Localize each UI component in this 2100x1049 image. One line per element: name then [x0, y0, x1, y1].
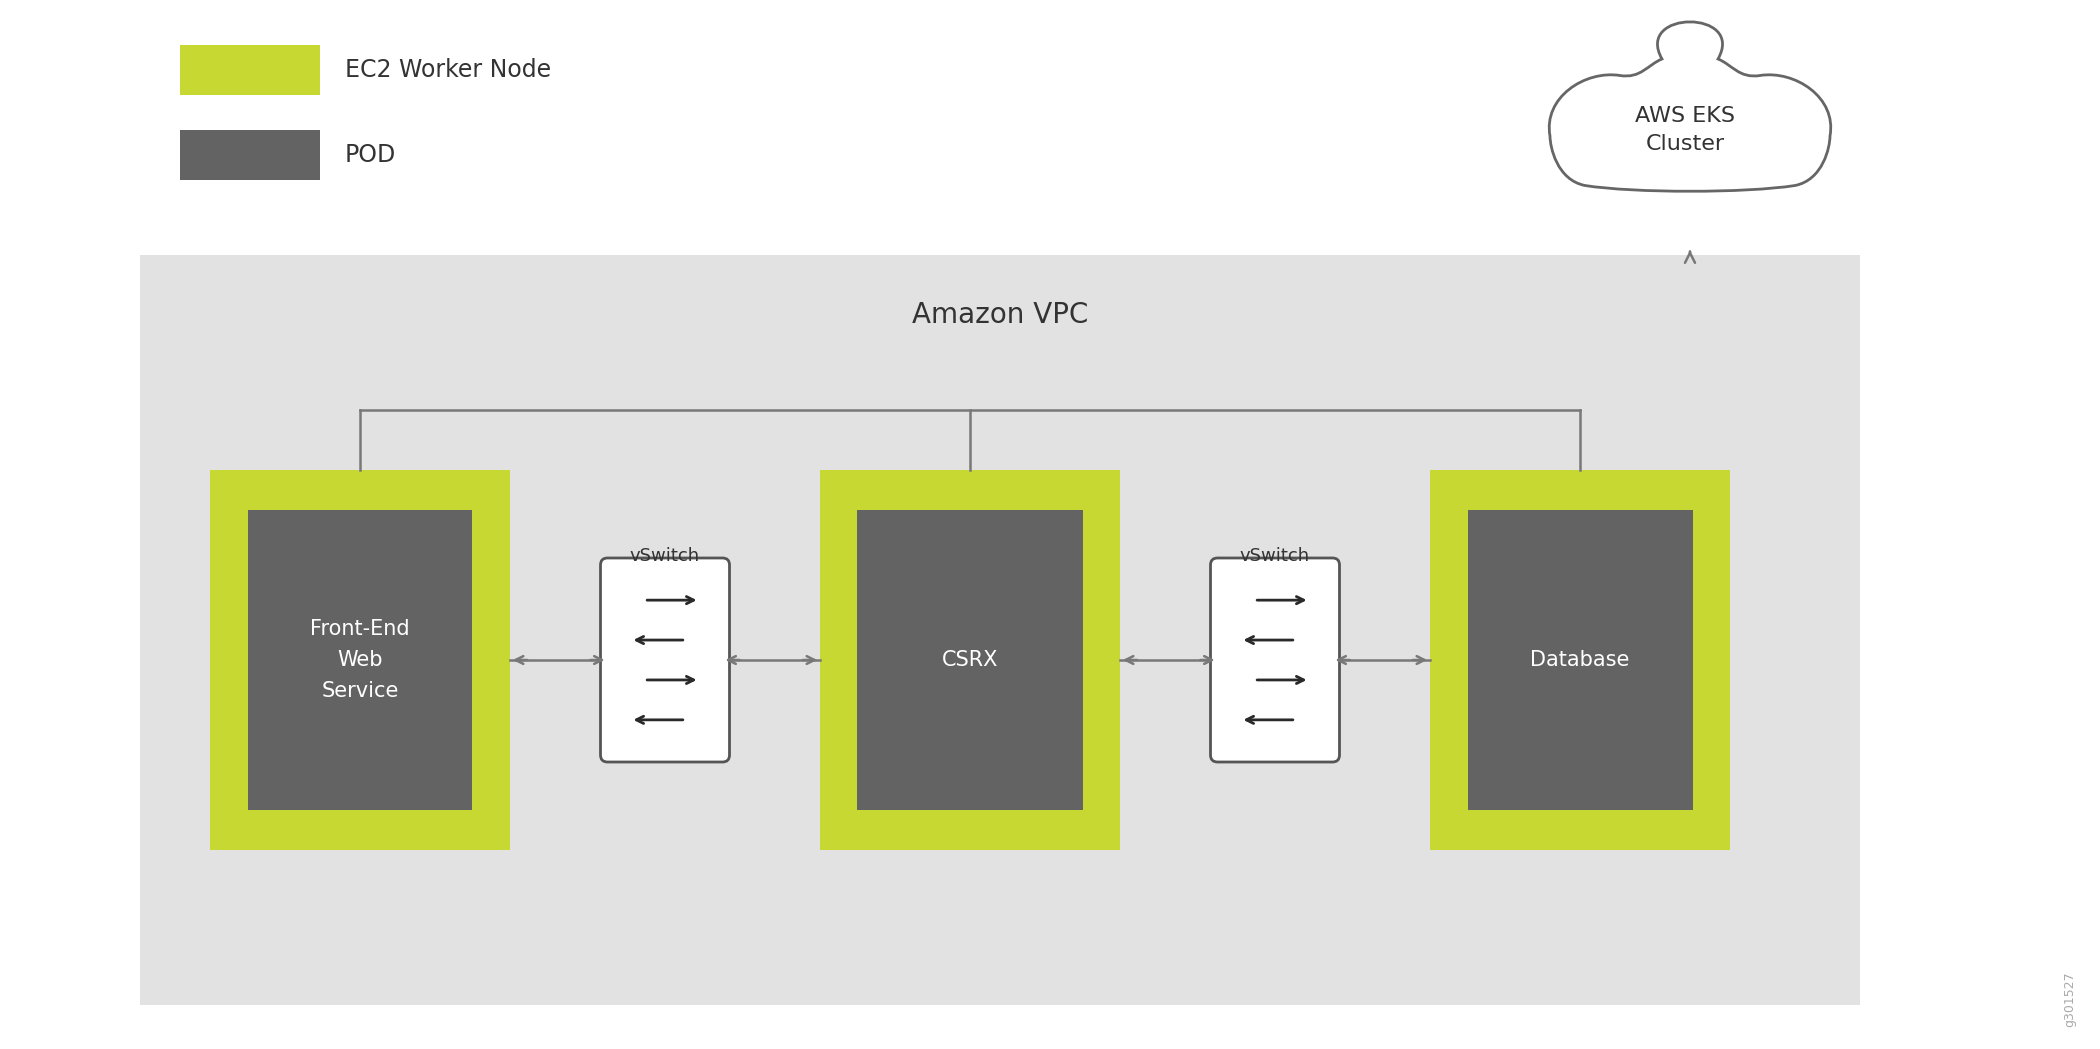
Text: POD: POD [344, 143, 397, 167]
Text: Front-End
Web
Service: Front-End Web Service [311, 619, 410, 701]
Text: vSwitch: vSwitch [630, 547, 699, 565]
Bar [819, 470, 1119, 850]
Text: AWS EKS
Cluster: AWS EKS Cluster [1636, 106, 1735, 154]
Bar [1468, 510, 1693, 810]
Text: EC2 Worker Node: EC2 Worker Node [344, 58, 550, 82]
Text: g301527: g301527 [2064, 971, 2077, 1027]
Bar [248, 510, 472, 810]
Bar [1430, 470, 1730, 850]
FancyBboxPatch shape [1210, 558, 1340, 762]
Bar [181, 45, 319, 95]
PathPatch shape [1550, 22, 1831, 191]
FancyBboxPatch shape [601, 558, 729, 762]
Text: Database: Database [1531, 650, 1630, 670]
Bar [857, 510, 1082, 810]
Text: Amazon VPC: Amazon VPC [911, 301, 1088, 329]
Text: vSwitch: vSwitch [1239, 547, 1310, 565]
Text: CSRX: CSRX [941, 650, 998, 670]
Bar [141, 255, 1861, 1005]
Bar [210, 470, 510, 850]
Bar [181, 130, 319, 180]
